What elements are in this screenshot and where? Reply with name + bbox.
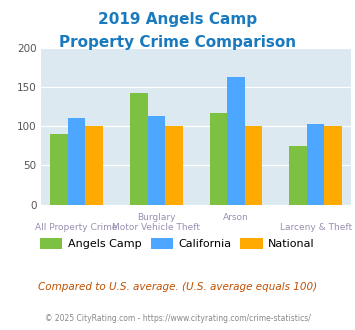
Bar [86,126,103,205]
Text: Property Crime Comparison: Property Crime Comparison [59,35,296,50]
Bar [165,126,182,205]
Bar [148,116,165,205]
Bar [130,92,148,205]
Text: Compared to U.S. average. (U.S. average equals 100): Compared to U.S. average. (U.S. average … [38,282,317,292]
Bar [68,118,86,205]
Text: Larceny & Theft: Larceny & Theft [279,223,352,232]
Bar [210,113,227,205]
Bar [289,146,307,205]
Bar [50,134,68,205]
Text: All Property Crime: All Property Crime [36,223,118,232]
Text: Motor Vehicle Theft: Motor Vehicle Theft [112,223,200,232]
Text: Burglary: Burglary [137,213,176,222]
Bar [245,126,262,205]
Bar [227,77,245,205]
Bar [307,124,324,205]
Bar [324,126,342,205]
Text: Arson: Arson [223,213,249,222]
Text: © 2025 CityRating.com - https://www.cityrating.com/crime-statistics/: © 2025 CityRating.com - https://www.city… [45,314,310,323]
Legend: Angels Camp, California, National: Angels Camp, California, National [36,234,319,253]
Text: 2019 Angels Camp: 2019 Angels Camp [98,12,257,26]
